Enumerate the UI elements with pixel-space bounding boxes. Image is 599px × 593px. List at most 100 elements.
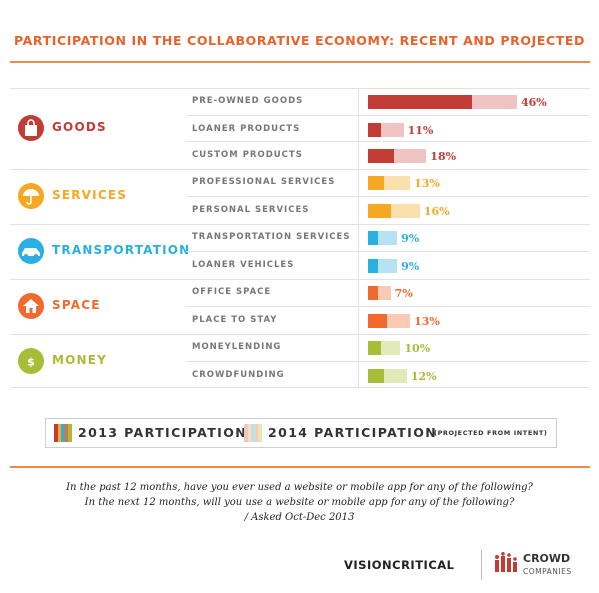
umbrella-hand-icon bbox=[18, 182, 44, 209]
bar-group: 10% bbox=[368, 341, 430, 355]
group-separator bbox=[10, 88, 590, 89]
bar-row: PERSONAL SERVICES 16% bbox=[186, 195, 590, 223]
category-transportation: TRANSPORTATION TRANSPORTATION SERVICES 9% L… bbox=[10, 224, 590, 278]
data-label: 7% bbox=[394, 287, 413, 300]
crowd-companies-logo-icon bbox=[493, 552, 519, 580]
dollar-coin-icon: $ bbox=[18, 347, 44, 374]
bar-row: CROWDFUNDING 12% bbox=[186, 360, 590, 388]
data-label: 13% bbox=[414, 314, 440, 328]
bar-2013 bbox=[368, 231, 378, 245]
row-separator bbox=[358, 306, 359, 333]
bar-group: 13% bbox=[368, 176, 440, 190]
category-tick-label: OFFICE SPACE bbox=[192, 287, 272, 297]
bar-2013 bbox=[368, 95, 472, 109]
top-divider bbox=[10, 61, 590, 63]
bar-row: MONEYLENDING 10% bbox=[186, 334, 590, 360]
row-separator bbox=[358, 279, 359, 305]
bar-2013 bbox=[368, 341, 381, 355]
bar-group: 12% bbox=[368, 368, 437, 383]
legend-note-2014: (PROJECTED FROM INTENT) bbox=[434, 429, 548, 437]
group-separator bbox=[10, 224, 590, 225]
group-separator bbox=[10, 387, 590, 388]
data-label: 9% bbox=[401, 232, 420, 245]
row-separator bbox=[358, 169, 359, 195]
data-label: 11% bbox=[407, 123, 434, 137]
question-past: In the past 12 months, have you ever use… bbox=[66, 482, 533, 493]
data-label: 16% bbox=[423, 204, 450, 218]
group-separator bbox=[10, 169, 590, 170]
legend-label-2014: 2014 PARTICIPATION bbox=[268, 425, 438, 440]
bar-row: CUSTOM PRODUCTS 18% bbox=[186, 141, 590, 168]
chart-title: PARTICIPATION IN THE COLLABORATIVE ECONO… bbox=[14, 33, 585, 48]
bar-2013 bbox=[368, 122, 381, 137]
bar-row: OFFICE SPACE 7% bbox=[186, 279, 590, 305]
question-next: In the next 12 months, will you use a we… bbox=[84, 497, 515, 508]
shopping-bag-icon bbox=[18, 114, 44, 141]
row-separator bbox=[358, 115, 359, 142]
bar-row: TRANSPORTATION SERVICES 9% bbox=[186, 224, 590, 250]
bar-2013 bbox=[368, 258, 378, 273]
category-tick-label: MONEYLENDING bbox=[192, 342, 282, 352]
bar-row: LOANER VEHICLES 9% bbox=[186, 250, 590, 278]
bar-group: 11% bbox=[368, 122, 433, 137]
svg-text:$: $ bbox=[27, 355, 35, 368]
row-separator bbox=[358, 334, 359, 360]
row-separator bbox=[358, 142, 359, 168]
footer-divider bbox=[481, 550, 482, 580]
visioncritical-logo-text: VISIONCRITICAL bbox=[344, 558, 455, 572]
chart-area: GOODS PRE-OWNED GOODS 46% LOANER PRODUCTS 11… bbox=[10, 88, 590, 396]
bar-group: 7% bbox=[368, 286, 413, 300]
category-label-services: SERVICES bbox=[52, 187, 128, 202]
crowd-companies-title: CROWD bbox=[523, 552, 571, 565]
bar-group: 9% bbox=[368, 258, 419, 273]
bar-group: 16% bbox=[368, 203, 450, 218]
legend: 2013 PARTICIPATION 2014 PARTICIPATION (P… bbox=[45, 418, 557, 448]
legend-label-2013: 2013 PARTICIPATION bbox=[78, 425, 248, 440]
category-tick-label: CROWDFUNDING bbox=[192, 369, 285, 380]
row-separator bbox=[358, 251, 359, 278]
bar-2013 bbox=[368, 203, 391, 218]
category-tick-label: PERSONAL SERVICES bbox=[192, 204, 310, 215]
row-separator bbox=[358, 88, 359, 114]
row-separator bbox=[358, 224, 359, 250]
crowd-companies-subtitle: COMPANIES bbox=[523, 567, 572, 576]
data-label: 10% bbox=[404, 342, 431, 355]
group-separator bbox=[10, 334, 590, 335]
legend-swatch-2013 bbox=[54, 424, 72, 442]
category-tick-label: TRANSPORTATION SERVICES bbox=[192, 232, 351, 242]
house-icon bbox=[18, 292, 44, 319]
category-label-goods: GOODS bbox=[52, 119, 107, 134]
data-label: 9% bbox=[401, 259, 420, 273]
category-tick-label: LOANER PRODUCTS bbox=[192, 123, 301, 134]
category-tick-label: PROFESSIONAL SERVICES bbox=[192, 177, 336, 187]
bar-2013 bbox=[368, 286, 378, 300]
bar-2013 bbox=[368, 313, 388, 328]
group-separator bbox=[10, 279, 590, 280]
category-label-transportation: TRANSPORTATION bbox=[52, 242, 191, 257]
bar-2013 bbox=[368, 368, 385, 383]
bar-row: PROFESSIONAL SERVICES 13% bbox=[186, 169, 590, 195]
bar-row: LOANER PRODUCTS 11% bbox=[186, 114, 590, 142]
row-separator bbox=[358, 361, 359, 388]
category-tick-label: CUSTOM PRODUCTS bbox=[192, 150, 303, 160]
bar-row: PLACE TO STAY 13% bbox=[186, 305, 590, 333]
bar-group: 9% bbox=[368, 231, 419, 245]
car-icon bbox=[18, 237, 44, 264]
category-goods: GOODS PRE-OWNED GOODS 46% LOANER PRODUCTS 11… bbox=[10, 88, 590, 168]
question-date: / Asked Oct-Dec 2013 bbox=[244, 512, 355, 523]
bar-group: 18% bbox=[368, 149, 456, 163]
category-tick-label: PLACE TO STAY bbox=[192, 314, 278, 325]
bar-row: PRE-OWNED GOODS 46% bbox=[186, 88, 590, 114]
bottom-divider bbox=[10, 466, 590, 468]
category-services: SERVICES PROFESSIONAL SERVICES 13% PERSONAL… bbox=[10, 169, 590, 223]
data-label: 18% bbox=[430, 150, 457, 163]
data-label: 46% bbox=[521, 96, 547, 109]
data-label: 12% bbox=[410, 369, 437, 383]
bar-2013 bbox=[368, 176, 385, 190]
bar-group: 46% bbox=[368, 95, 547, 109]
category-label-space: SPACE bbox=[52, 297, 101, 312]
category-money: $ MONEY MONEYLENDING 10% CROWDFUNDING 12% bbox=[10, 334, 590, 388]
category-tick-label: LOANER VEHICLES bbox=[192, 259, 295, 270]
bar-2013 bbox=[368, 149, 394, 163]
legend-swatch-2014 bbox=[244, 424, 262, 442]
